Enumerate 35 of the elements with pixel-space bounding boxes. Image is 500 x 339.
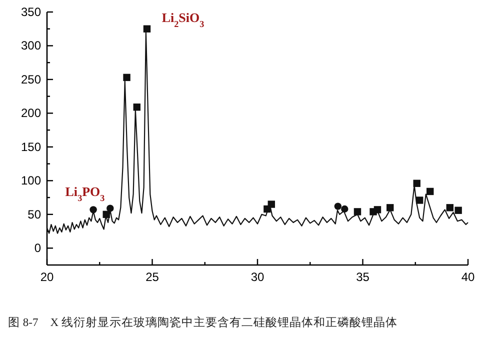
y-tick-label: 250 [20,72,42,86]
point [374,206,382,214]
x-tick-label: 30 [250,270,264,284]
y-tick-label: 100 [20,174,42,188]
y-tick-label: 0 [34,241,42,256]
y-tick-label: 200 [20,106,42,120]
point [386,204,394,212]
x-tick-label: 35 [356,270,370,284]
point [416,196,424,204]
y-tick-label: 300 [20,38,42,53]
point [354,208,362,216]
point [90,206,97,214]
x-tick-label: 25 [146,270,160,284]
point [426,188,434,196]
point [268,200,275,208]
point [143,25,151,32]
x-tick-label: 20 [40,270,54,284]
point [446,204,454,212]
point [133,104,140,111]
y-tick-label: 150 [20,140,42,154]
point [123,74,130,82]
axis-x: 20 25 30 35 40 [40,259,475,284]
point [454,206,462,214]
point [106,204,114,212]
point [102,210,110,218]
point [341,205,348,213]
y-tick-label: 350 [20,5,42,19]
x-tick-label: 40 [461,270,475,284]
axis-y: 0 50 100 150 200 250 300 350 [20,5,53,256]
point [413,180,420,187]
y-tick-label: 50 [28,207,42,222]
caption: 图 8-7 X 线衍射显示在玻璃陶瓷中主要含有二硅酸锂晶体和正磷酸锂晶体 [8,315,398,329]
annotation: Li$_{2}$SiO$_{3}$ [162,10,205,29]
point [334,202,342,210]
annotation: Li$_{3}$PO$_{3}$ [65,184,106,203]
